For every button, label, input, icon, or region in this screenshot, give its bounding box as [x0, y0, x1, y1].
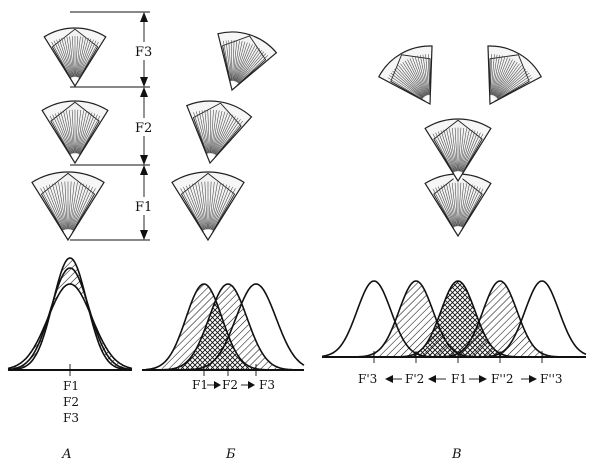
fan-v-3-right — [485, 45, 543, 105]
curve-v-center-cross — [322, 281, 586, 357]
axis-a-f3: F3 — [63, 411, 79, 425]
dimension-lines — [70, 11, 155, 241]
axis-v-f3-dprime: F''3 — [540, 372, 563, 386]
curve-b-hatch — [146, 284, 304, 370]
axis-a-f2: F2 — [63, 395, 79, 409]
axis-ticks — [69, 351, 543, 376]
panel-label-v: В — [451, 447, 462, 462]
panel-label-a: А — [61, 447, 72, 462]
axis-v-f3-prime: F'3 — [358, 372, 377, 386]
axis-v-f2-dprime: F''2 — [491, 372, 514, 386]
axis-v-f1: F1 — [451, 372, 467, 386]
axis-v-f2-prime: F'2 — [405, 372, 424, 386]
fan-v-1 — [424, 173, 492, 238]
curve-b-overlap — [146, 301, 304, 370]
fan-b-1 — [171, 171, 245, 242]
fan-v-2 — [424, 118, 492, 183]
axis-b-arrows — [207, 381, 255, 389]
fan-a-3 — [43, 27, 107, 88]
curve-a-hatch — [8, 258, 132, 370]
axis-v-arrows — [385, 375, 537, 383]
fan-a-2 — [41, 100, 109, 165]
curve-a-f2 — [7, 267, 133, 371]
distribution-curves — [7, 257, 587, 371]
fan-b-2 — [185, 100, 253, 165]
fan-diagrams — [31, 27, 543, 242]
fan-a-1 — [31, 171, 105, 242]
fan-v-3-left — [377, 45, 435, 105]
height-label-f2: F2 — [135, 121, 152, 136]
curve-v-hatch-3 — [322, 281, 586, 357]
curve-a-f3 — [7, 283, 133, 370]
axis-a-f1: F1 — [63, 379, 79, 393]
panel-label-b: Б — [225, 447, 236, 462]
axis-b-f3: F3 — [259, 378, 275, 392]
curve-a-f1 — [7, 257, 133, 371]
curve-b-f2 — [146, 283, 304, 371]
fan-b-3 — [217, 31, 278, 92]
height-label-f3: F3 — [135, 45, 152, 60]
axis-b-f1: F1 — [192, 378, 208, 392]
height-label-f1: F1 — [135, 200, 152, 215]
axis-b-f2: F2 — [222, 378, 238, 392]
